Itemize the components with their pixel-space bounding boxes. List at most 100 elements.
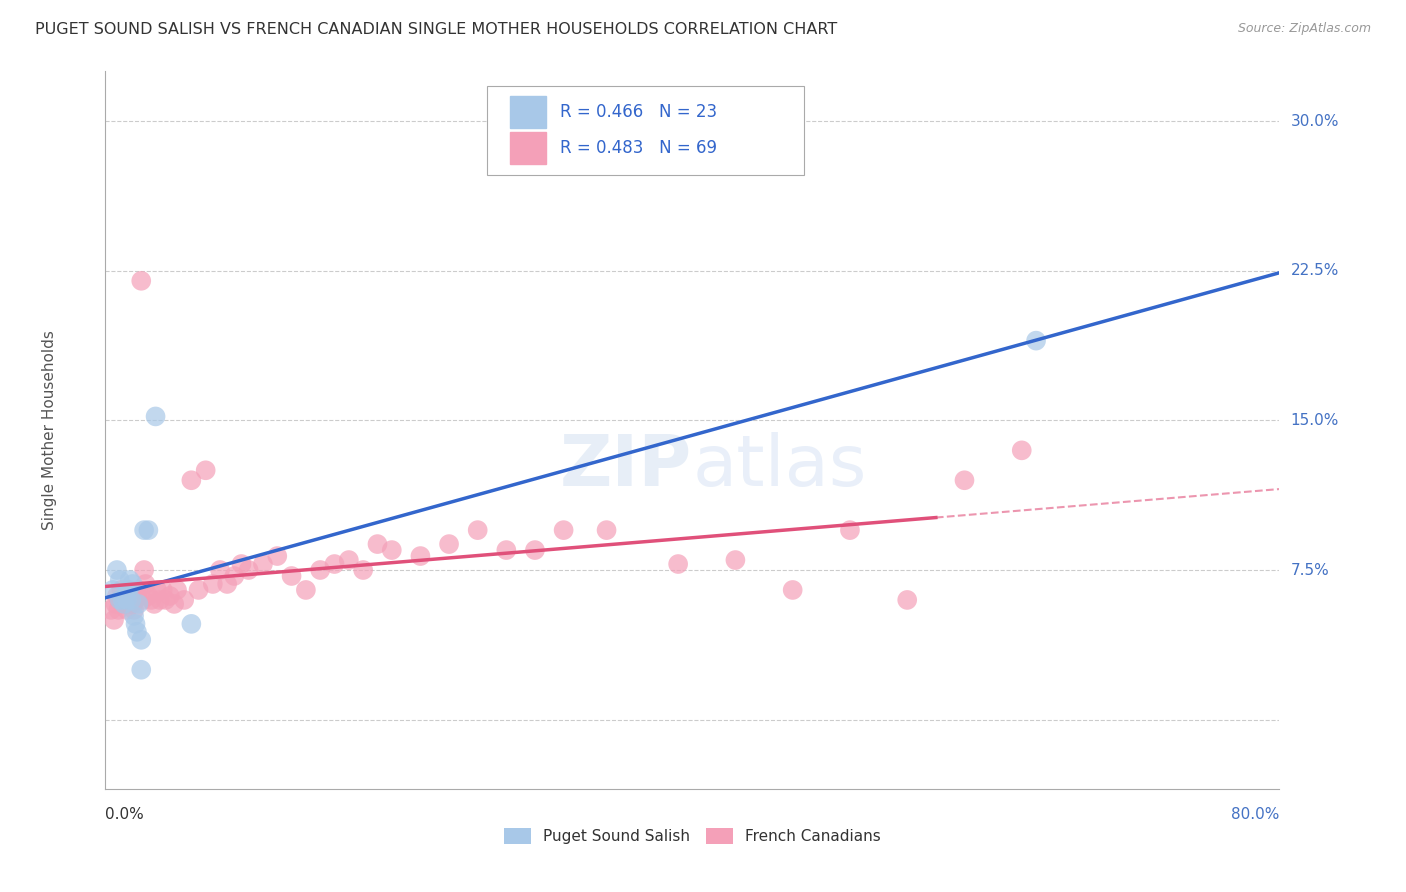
Point (953, 473, 976, 487)
Point (553, 523, 575, 537)
Point (166, 582, 188, 597)
Point (105, 563, 128, 577)
Point (127, 582, 149, 597)
Point (122, 603, 145, 617)
Point (118, 582, 141, 597)
Point (108, 593, 131, 607)
Point (495, 543, 517, 558)
Point (149, 593, 172, 607)
Point (724, 553, 747, 567)
Point (437, 537, 460, 551)
Point (108, 593, 131, 607)
FancyBboxPatch shape (486, 86, 804, 176)
Text: 80.0%: 80.0% (1232, 807, 1279, 822)
Point (132, 523, 155, 537)
Point (122, 608, 145, 623)
Point (122, 589, 145, 603)
Point (111, 597, 134, 611)
Point (118, 573, 141, 587)
Point (107, 603, 129, 617)
Text: 15.0%: 15.0% (1291, 413, 1339, 428)
Point (595, 523, 617, 537)
Point (208, 563, 231, 577)
Point (467, 523, 489, 537)
Text: 30.0%: 30.0% (1291, 113, 1339, 128)
Point (180, 616, 202, 631)
Text: R = 0.466   N = 23: R = 0.466 N = 23 (560, 103, 717, 121)
Point (201, 577, 224, 591)
Point (111, 593, 134, 607)
Point (224, 569, 246, 583)
Point (141, 593, 163, 607)
Point (114, 589, 136, 603)
Point (121, 597, 143, 611)
Text: Single Mother Households: Single Mother Households (42, 330, 56, 531)
Point (120, 593, 142, 607)
Point (100, 603, 122, 617)
Point (238, 563, 260, 577)
Text: R = 0.483   N = 69: R = 0.483 N = 69 (560, 139, 717, 157)
Point (110, 582, 132, 597)
Point (121, 577, 143, 591)
Point (112, 593, 135, 607)
Point (125, 589, 148, 603)
Point (112, 597, 135, 611)
Point (337, 553, 360, 567)
Point (129, 632, 152, 647)
Point (381, 543, 404, 558)
Point (409, 549, 432, 563)
Text: PUGET SOUND SALISH VS FRENCH CANADIAN SINGLE MOTHER HOUSEHOLDS CORRELATION CHART: PUGET SOUND SALISH VS FRENCH CANADIAN SI… (35, 22, 838, 37)
Point (173, 593, 195, 607)
Point (145, 409, 167, 424)
Point (117, 582, 139, 597)
Bar (510, 132, 546, 164)
Point (138, 589, 160, 603)
Point (152, 582, 174, 597)
Point (352, 563, 374, 577)
Point (124, 616, 146, 631)
Point (115, 593, 138, 607)
Point (839, 523, 862, 537)
Point (135, 577, 157, 591)
Point (155, 593, 177, 607)
Point (146, 582, 169, 597)
Point (194, 463, 217, 477)
Point (523, 543, 546, 558)
Point (104, 597, 127, 611)
Point (159, 589, 181, 603)
Point (896, 593, 918, 607)
Point (127, 597, 149, 611)
Text: 22.5%: 22.5% (1291, 263, 1339, 278)
Point (252, 557, 274, 571)
Point (124, 593, 146, 607)
Legend: Puget Sound Salish, French Canadians: Puget Sound Salish, French Canadians (498, 822, 887, 850)
Point (117, 597, 139, 611)
Point (101, 582, 124, 597)
Point (266, 549, 288, 563)
Point (129, 663, 152, 677)
Point (1011, 443, 1033, 458)
Point (132, 563, 155, 577)
Point (115, 589, 138, 603)
Point (120, 593, 142, 607)
Point (782, 582, 804, 597)
Point (115, 603, 138, 617)
Point (217, 577, 239, 591)
Point (180, 473, 202, 487)
Point (280, 569, 302, 583)
Point (323, 557, 346, 571)
Point (295, 582, 318, 597)
Point (231, 557, 253, 571)
Point (366, 537, 388, 551)
Point (131, 593, 153, 607)
Point (666, 557, 689, 571)
Text: atlas: atlas (692, 432, 868, 500)
Point (143, 597, 166, 611)
Point (163, 597, 186, 611)
Point (105, 589, 128, 603)
Point (187, 582, 209, 597)
Text: ZIP: ZIP (560, 432, 692, 500)
Point (125, 624, 148, 639)
Text: 0.0%: 0.0% (105, 807, 145, 822)
Point (1025, 334, 1047, 348)
